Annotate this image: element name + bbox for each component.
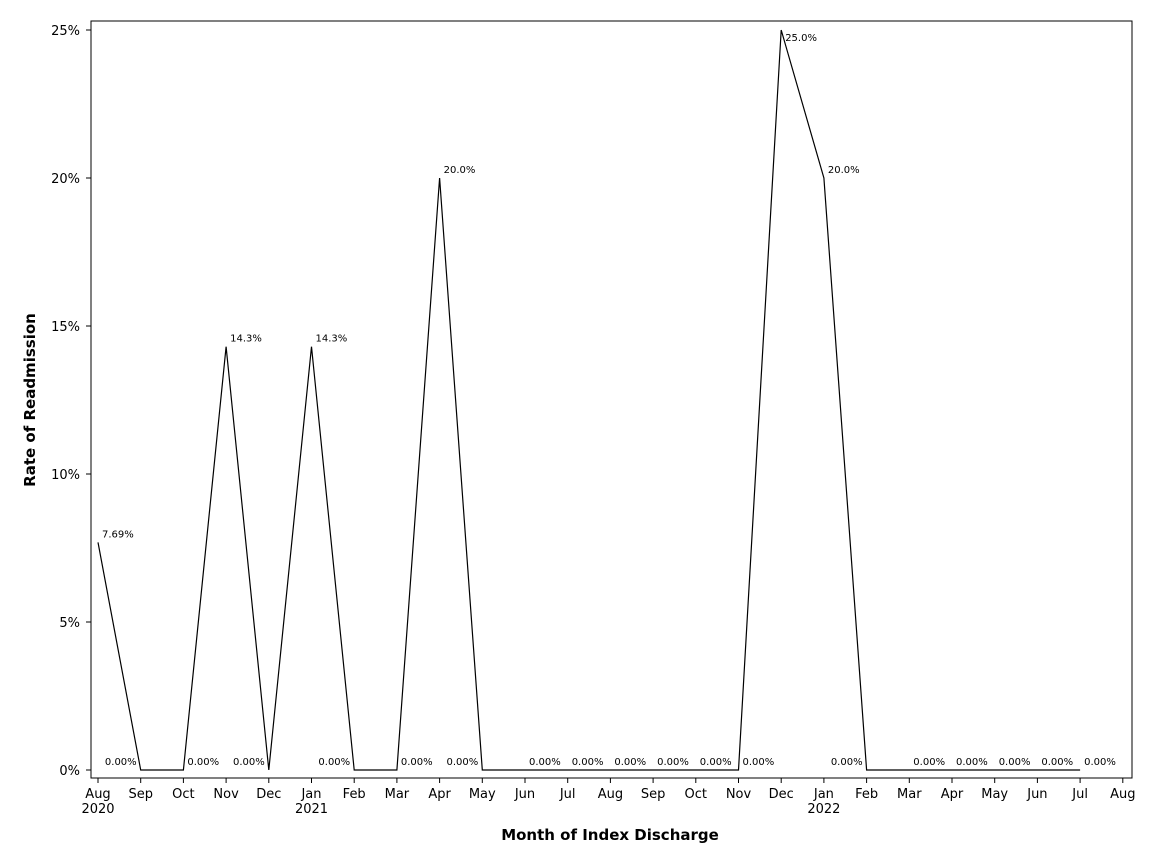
y-tick-label: 25% (51, 24, 80, 39)
x-tick-label: Mar (385, 787, 410, 802)
data-label: 0.00% (743, 757, 775, 768)
x-tick-label: Dec (769, 787, 794, 802)
data-label: 0.00% (614, 757, 646, 768)
data-label: 0.00% (233, 757, 265, 768)
series-line (97, 29, 1081, 771)
x-tick-label: Dec (256, 787, 281, 802)
x-year-label: 2020 (81, 802, 114, 817)
x-tick-label: Sep (128, 787, 153, 802)
data-label: 0.00% (318, 757, 350, 768)
data-label: 0.00% (700, 757, 732, 768)
x-tick-label: Apr (428, 787, 451, 802)
x-tick-label: Feb (343, 787, 366, 802)
y-tick-label: 15% (51, 320, 80, 335)
x-tick-label: Nov (726, 787, 752, 802)
data-label: 0.00% (1084, 757, 1116, 768)
x-tick-label: Jun (514, 787, 535, 802)
x-tick-label: Mar (897, 787, 922, 802)
data-label: 0.00% (572, 757, 604, 768)
data-labels: 7.69% 0.00% 0.00% 14.3% 0.00% 14.3% 0.00% 0.00%… (102, 33, 1116, 768)
x-tick-label: Jul (559, 787, 576, 802)
data-label: 0.00% (999, 757, 1031, 768)
data-label: 0.00% (831, 757, 863, 768)
x-tick-label: Jan (300, 787, 321, 802)
y-tick-label: 20% (51, 172, 80, 187)
x-tick-label: Oct (172, 787, 194, 802)
y-tick-label: 0% (59, 764, 80, 779)
x-tick-label: Oct (685, 787, 707, 802)
x-axis: Aug Sep Oct Nov Dec Jan Feb Mar Apr May Jun Jul Aug S… (81, 778, 1135, 817)
data-label: 25.0% (785, 33, 817, 44)
x-axis-title: Month of Index Discharge (501, 826, 719, 844)
data-label: 14.3% (316, 334, 348, 345)
data-label: 7.69% (102, 529, 134, 540)
x-tick-label: Aug (598, 787, 623, 802)
y-tick-label: 5% (59, 616, 80, 631)
x-year-label: 2022 (807, 802, 840, 817)
x-year-label: 2021 (295, 802, 328, 817)
data-label: 0.00% (447, 757, 479, 768)
x-tick-label: Aug (1110, 787, 1135, 802)
data-label: 0.00% (187, 757, 219, 768)
x-tick-label: May (981, 787, 1008, 802)
x-tick-label: Jul (1071, 787, 1088, 802)
data-label: 20.0% (444, 165, 476, 176)
x-tick-label: Sep (641, 787, 666, 802)
x-tick-label: Nov (213, 787, 239, 802)
data-label: 0.00% (913, 757, 945, 768)
x-tick-label: Aug (85, 787, 110, 802)
x-tick-label: Apr (941, 787, 964, 802)
plot-frame (90, 20, 1133, 779)
x-tick-label: Jun (1026, 787, 1047, 802)
x-tick-label: Feb (855, 787, 878, 802)
x-tick-label: May (469, 787, 496, 802)
y-axis-title: Rate of Readmission (21, 313, 39, 487)
data-label: 0.00% (529, 757, 561, 768)
data-label: 0.00% (105, 757, 137, 768)
x-tick-label: Jan (813, 787, 834, 802)
data-label: 20.0% (828, 165, 860, 176)
data-label: 0.00% (657, 757, 689, 768)
y-axis: 0% 5% 10% 15% 20% 25% (51, 24, 91, 779)
data-label: 0.00% (401, 757, 433, 768)
data-label: 14.3% (230, 334, 262, 345)
data-label: 0.00% (956, 757, 988, 768)
y-tick-label: 10% (51, 468, 80, 483)
data-label: 0.00% (1041, 757, 1073, 768)
